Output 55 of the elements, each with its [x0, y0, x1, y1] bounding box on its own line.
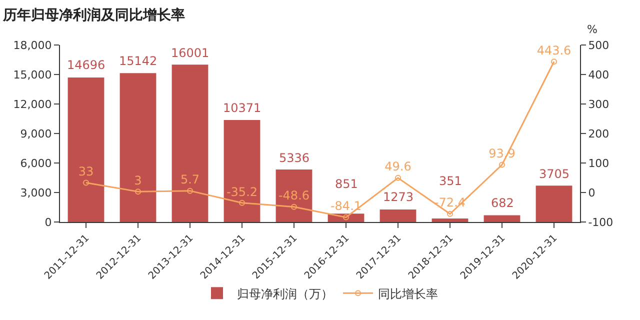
y2-tick-label: 400 [588, 68, 610, 82]
y2-tick-label: 500 [588, 38, 610, 52]
y2-tick-label: -100 [588, 216, 614, 229]
bar [68, 77, 104, 222]
data-label: 33 [78, 164, 94, 179]
point [499, 162, 505, 168]
data-label: 351 [439, 174, 462, 188]
data-label: 15142 [119, 54, 158, 68]
point [447, 210, 453, 217]
data-label: 3 [134, 173, 142, 188]
y2-tick-label: 100 [588, 156, 610, 170]
bar [172, 64, 208, 222]
y2-tick-label: 200 [588, 127, 610, 140]
data-label: -84.1 [330, 199, 362, 214]
bar [224, 120, 260, 222]
y2-tick-label: 300 [588, 98, 610, 111]
y-tick-label: 6,000 [20, 156, 52, 170]
point [83, 180, 89, 186]
data-label: 5.7 [180, 172, 200, 187]
point [187, 188, 193, 194]
point [343, 214, 349, 220]
point [291, 204, 297, 210]
point [551, 58, 557, 65]
bar [120, 73, 156, 222]
legend-label: 归母净利润（万） [237, 286, 333, 301]
chart-title: 历年归母净利润及同比增长率 [2, 6, 186, 24]
y2-tick-label: 0 [588, 186, 596, 200]
data-label: 10371 [223, 101, 262, 115]
y-tick-label: 9,000 [20, 127, 52, 140]
point [395, 174, 401, 181]
data-label: 682 [491, 196, 514, 210]
data-label: -35.2 [226, 184, 258, 199]
data-label: 49.6 [384, 160, 412, 174]
y-tick-label: 0 [44, 216, 52, 229]
bar [276, 170, 312, 222]
data-label: 5336 [279, 151, 310, 165]
data-label: 16001 [171, 46, 210, 60]
bar [536, 186, 572, 222]
bar [380, 209, 416, 222]
y-tick-label: 18,000 [13, 38, 52, 52]
y-tick-label: 15,000 [13, 68, 52, 82]
data-label: -48.6 [278, 188, 310, 203]
data-label: 14696 [67, 58, 106, 72]
data-label: 1273 [383, 190, 414, 204]
data-label: 3705 [539, 167, 570, 181]
data-label: 443.6 [536, 44, 572, 58]
bar [432, 218, 468, 222]
bar [484, 215, 520, 222]
data-label: 851 [335, 177, 358, 191]
point [239, 200, 245, 206]
y-tick-label: 12,000 [13, 98, 52, 111]
y2-axis-title: % [587, 23, 598, 36]
legend-label: 同比增长率 [378, 286, 438, 301]
y-tick-label: 3,000 [20, 186, 52, 200]
point [135, 188, 141, 195]
